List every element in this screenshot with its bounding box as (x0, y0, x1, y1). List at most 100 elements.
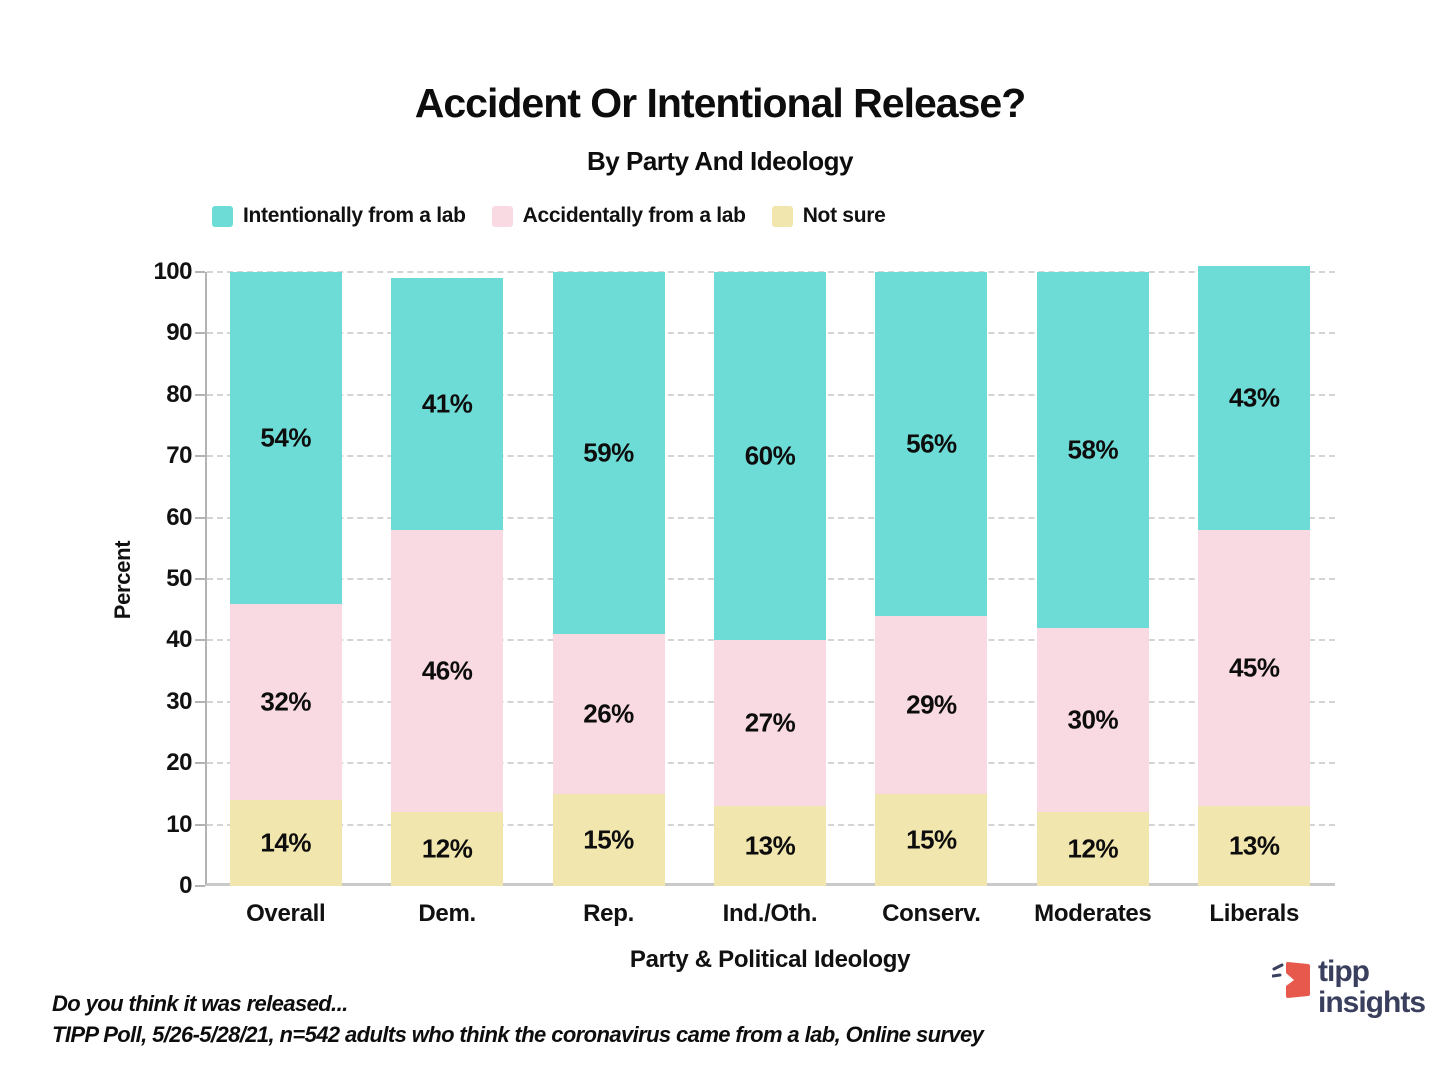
stacked-bar-rep-: 15% 26% 59% (552, 272, 665, 886)
chart-subtitle: By Party And Ideology (587, 146, 853, 176)
logo-line-insights: insights (1318, 986, 1426, 1019)
footer-question: Do you think it was released... (52, 991, 348, 1016)
chart-legend: Intentionally from a lab Accidentally fro… (212, 204, 886, 228)
bar-value-label: 15% (906, 824, 957, 855)
bar-segment: 30% (1036, 628, 1149, 813)
y-axis-tickmarks (195, 271, 205, 887)
bar-value-label: 12% (1067, 833, 1119, 864)
footer-source: TIPP Poll, 5/26-5/28/21, n=542 adults wh… (52, 1022, 984, 1047)
bars-layer: 14% 32% 54% 12% 46% 41% 15% 26% 59% 13% 27% 60% 15% 2… (205, 265, 1335, 886)
legend-label: Intentionally from a lab (243, 204, 466, 227)
bar-segment: 15% (552, 793, 665, 886)
bar-segment: 29% (875, 615, 988, 794)
bar-segment: 56% (875, 272, 988, 616)
tipp-insights-logo: tipp insights (1272, 955, 1426, 1019)
x-tick-label-liberals: Liberals (1209, 900, 1300, 927)
bar-segment: 60% (713, 272, 826, 641)
bar-segment: 54% (229, 272, 342, 604)
bar-slot-rep-: 15% 26% 59% (528, 272, 689, 886)
legend-item-0: Intentionally from a lab (212, 204, 466, 228)
bar-value-label: 26% (583, 698, 634, 729)
tipp-insights-logo-text: tipp insights (1318, 955, 1426, 1019)
legend-swatch-icon (491, 205, 513, 227)
bar-value-label: 14% (260, 827, 311, 858)
gridline-100 (207, 271, 1335, 273)
y-tickmark-100 (195, 271, 205, 273)
y-tick-label-100: 100 (153, 258, 192, 285)
bar-segment: 13% (1198, 806, 1311, 886)
logo-line-tipp: tipp (1318, 955, 1370, 988)
stacked-bar-conserv-: 15% 29% 56% (875, 272, 988, 886)
x-axis-title: Party & Political Ideology (629, 946, 911, 973)
stacked-bar-liberals: 13% 45% 43% (1198, 265, 1311, 886)
bar-segment: 12% (1036, 812, 1149, 886)
chart-title: Accident Or Intentional Release? (414, 80, 1027, 126)
bar-value-label: 32% (260, 686, 311, 717)
legend-item-2: Not sure (771, 204, 886, 228)
bar-value-label: 56% (906, 428, 957, 459)
y-tickmark-40 (195, 639, 205, 642)
bar-value-label: 29% (906, 689, 957, 720)
stacked-bar-dem-: 12% 46% 41% (391, 272, 504, 886)
legend-label: Accidentally from a lab (522, 204, 746, 227)
bar-slot-overall: 14% 32% 54% (205, 272, 366, 886)
x-tick-label-dem-: Dem. (418, 900, 476, 927)
bar-value-label: 45% (1228, 652, 1280, 683)
bar-segment: 43% (1198, 265, 1311, 530)
bar-segment: 46% (391, 529, 504, 813)
bar-value-label: 60% (744, 440, 796, 471)
legend-swatch-icon (212, 205, 233, 227)
bar-value-label: 12% (421, 833, 473, 864)
bar-segment: 41% (391, 278, 504, 530)
y-tick-label-50: 50 (166, 565, 192, 592)
bar-segment: 12% (391, 812, 504, 886)
bar-slot-liberals: 13% 45% 43% (1174, 265, 1335, 886)
bar-value-label: 54% (260, 422, 311, 453)
footer-notes: Do you think it was released... TIPP Pol… (52, 988, 984, 1050)
y-tick-label-40: 40 (166, 626, 192, 654)
y-tick-label-0: 0 (179, 872, 192, 899)
y-tickmark-70 (195, 455, 205, 458)
bar-value-label: 30% (1067, 704, 1119, 735)
bar-value-label: 58% (1067, 434, 1119, 465)
bar-segment: 45% (1198, 529, 1311, 807)
y-tick-label-30: 30 (166, 687, 192, 715)
y-tickmark-90 (195, 332, 205, 335)
bar-value-label: 43% (1228, 382, 1280, 413)
x-tick-label-rep-: Rep. (583, 900, 634, 927)
bar-segment: 59% (552, 272, 665, 635)
x-tick-label-ind-oth-: Ind./Oth. (722, 900, 818, 927)
y-tick-label-20: 20 (166, 749, 192, 777)
y-tickmark-20 (195, 762, 205, 765)
y-tickmark-10 (195, 823, 205, 826)
legend-swatch-icon (771, 205, 793, 227)
x-axis-labels: Overall Dem. Rep. Ind./Oth. Conserv. Moderate… (205, 900, 1335, 928)
y-tick-label-60: 60 (166, 503, 192, 531)
legend-label: Not sure (802, 204, 886, 227)
bar-slot-ind-oth-: 13% 27% 60% (689, 272, 850, 886)
bar-slot-moderates: 12% 30% 58% (1012, 272, 1173, 886)
stacked-bar-moderates: 12% 30% 58% (1036, 272, 1149, 886)
bar-segment: 32% (229, 603, 342, 801)
bar-segment: 26% (552, 634, 665, 794)
bar-segment: 14% (229, 800, 342, 886)
bar-segment: 58% (1036, 272, 1149, 629)
x-tick-label-conserv-: Conserv. (882, 900, 981, 927)
stacked-bar-ind-oth-: 13% 27% 60% (713, 272, 826, 886)
bar-value-label: 13% (744, 830, 796, 861)
y-tick-label-90: 90 (166, 319, 192, 347)
bar-slot-conserv-: 15% 29% 56% (851, 272, 1012, 886)
y-tickmark-50 (195, 578, 205, 580)
legend-item-1: Accidentally from a lab (491, 204, 746, 228)
y-tickmark-80 (195, 393, 205, 396)
bar-segment: 15% (875, 793, 988, 886)
y-tickmark-60 (195, 516, 205, 519)
y-tick-label-70: 70 (166, 442, 192, 470)
bar-segment: 13% (713, 806, 826, 886)
bar-slot-dem-: 12% 46% 41% (366, 272, 527, 886)
x-tick-label-moderates: Moderates (1034, 900, 1152, 927)
stacked-bar-overall: 14% 32% 54% (229, 272, 342, 886)
y-axis-ticks: 0 10 20 30 40 50 60 70 80 90 100 (100, 260, 192, 898)
y-tick-label-10: 10 (166, 810, 192, 838)
